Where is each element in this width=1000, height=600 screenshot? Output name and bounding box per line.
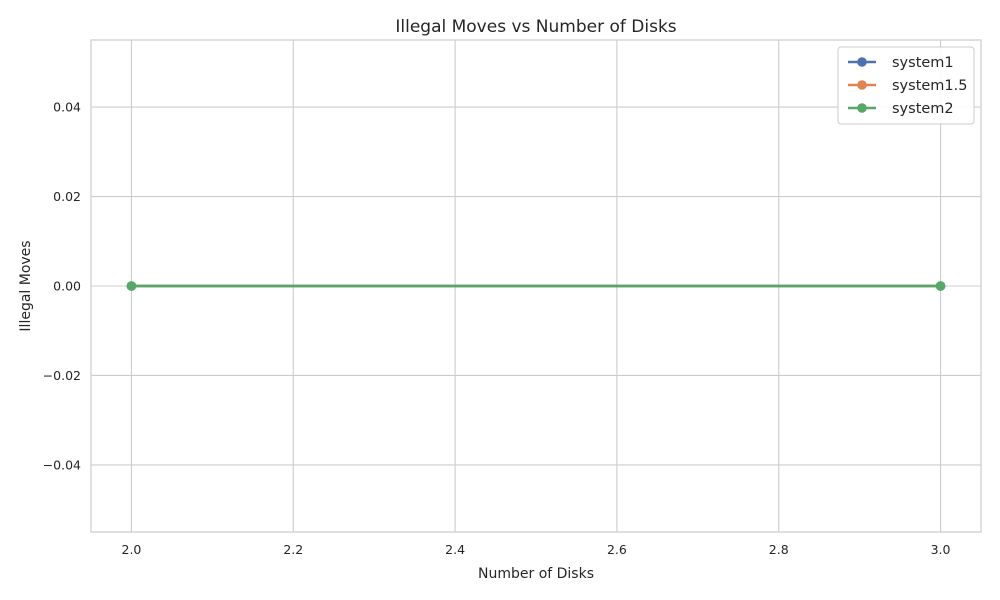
x-axis-label: Number of Disks <box>478 566 594 582</box>
x-tick-label: 3.0 <box>931 542 951 557</box>
x-axis-ticks: 2.0 2.2 2.4 2.6 2.8 3.0 <box>122 542 951 557</box>
legend-item-system1: system1 <box>848 55 954 71</box>
series-layer <box>126 281 946 291</box>
x-tick-label: 2.0 <box>122 542 142 557</box>
legend: system1 system1.5 system2 <box>837 46 975 125</box>
y-axis-ticks: −0.04 −0.02 0.00 0.02 0.04 <box>43 100 81 473</box>
legend-swatch-marker <box>857 57 867 67</box>
series-system2 <box>126 281 946 291</box>
legend-swatch-marker <box>857 103 867 113</box>
legend-label: system1 <box>892 55 954 71</box>
legend-box <box>837 46 975 125</box>
x-tick-label: 2.8 <box>769 542 789 557</box>
y-tick-label: 0.00 <box>53 279 81 294</box>
chart-title: Illegal Moves vs Number of Disks <box>395 17 676 37</box>
x-tick-label: 2.4 <box>445 542 465 557</box>
legend-swatch-marker <box>857 80 867 90</box>
x-tick-label: 2.2 <box>283 542 303 557</box>
data-point <box>935 281 946 291</box>
plot-frame <box>90 39 982 533</box>
y-tick-label: 0.04 <box>53 100 81 115</box>
legend-label: system1.5 <box>892 78 967 94</box>
legend-label: system2 <box>892 101 954 117</box>
y-tick-label: −0.04 <box>43 457 81 472</box>
y-tick-label: −0.02 <box>43 368 81 383</box>
x-tick-label: 2.6 <box>607 542 627 557</box>
data-point <box>126 281 137 291</box>
y-axis-label: Illegal Moves <box>18 240 34 331</box>
legend-item-system2: system2 <box>848 101 954 117</box>
y-tick-label: 0.02 <box>53 189 81 204</box>
legend-item-system1.5: system1.5 <box>848 78 967 94</box>
